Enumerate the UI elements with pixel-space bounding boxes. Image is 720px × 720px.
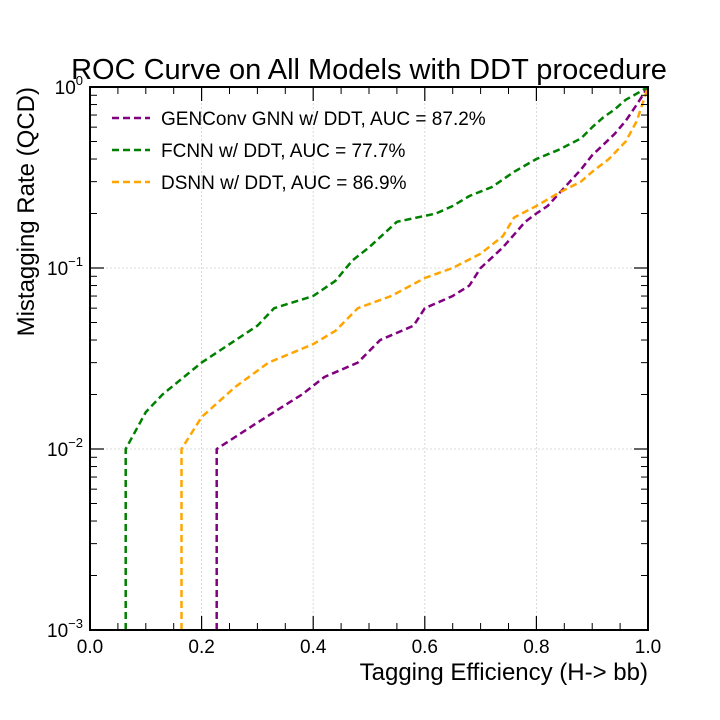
x-tick-label: 0.4 (300, 637, 327, 658)
y-tick-label: 10−1 (47, 254, 83, 280)
series-lines (124, 85, 650, 630)
series-line-2 (124, 85, 649, 630)
x-tick-label: 0.8 (523, 637, 549, 658)
x-tick-label: 0.2 (188, 637, 214, 658)
y-tick-label: 100 (55, 73, 83, 99)
legend-label: FCNN w/ DDT, AUC = 77.7% (161, 141, 406, 162)
legend-label: GENConv GNN w/ DDT, AUC = 87.2% (161, 109, 486, 130)
plot-frame (89, 86, 649, 631)
y-tick-label: 10−3 (47, 616, 83, 642)
x-tick-label: 1.0 (635, 637, 661, 658)
chart-title: ROC Curve on All Models with DDT procedu… (71, 54, 667, 86)
legend: GENConv GNN w/ DDT, AUC = 87.2% FCNN w/ D… (112, 109, 486, 194)
series-line-1 (215, 86, 650, 630)
axis-ticks (89, 86, 649, 631)
grid (90, 87, 648, 630)
legend-label: DSNN w/ DDT, AUC = 86.9% (161, 173, 407, 194)
y-tick-labels: 10−3 10−2 10−1 100 (47, 73, 83, 642)
x-tick-labels: 0.0 0.2 0.4 0.6 0.8 1.0 (77, 637, 661, 658)
series-line-3 (180, 86, 650, 630)
y-tick-label: 10−2 (47, 435, 83, 461)
x-axis-title: Tagging Efficiency (H-> bb) (360, 659, 648, 686)
x-tick-label: 0.0 (77, 637, 103, 658)
x-tick-label: 0.6 (412, 637, 438, 658)
y-axis-title: Mistagging Rate (QCD) (13, 87, 40, 336)
